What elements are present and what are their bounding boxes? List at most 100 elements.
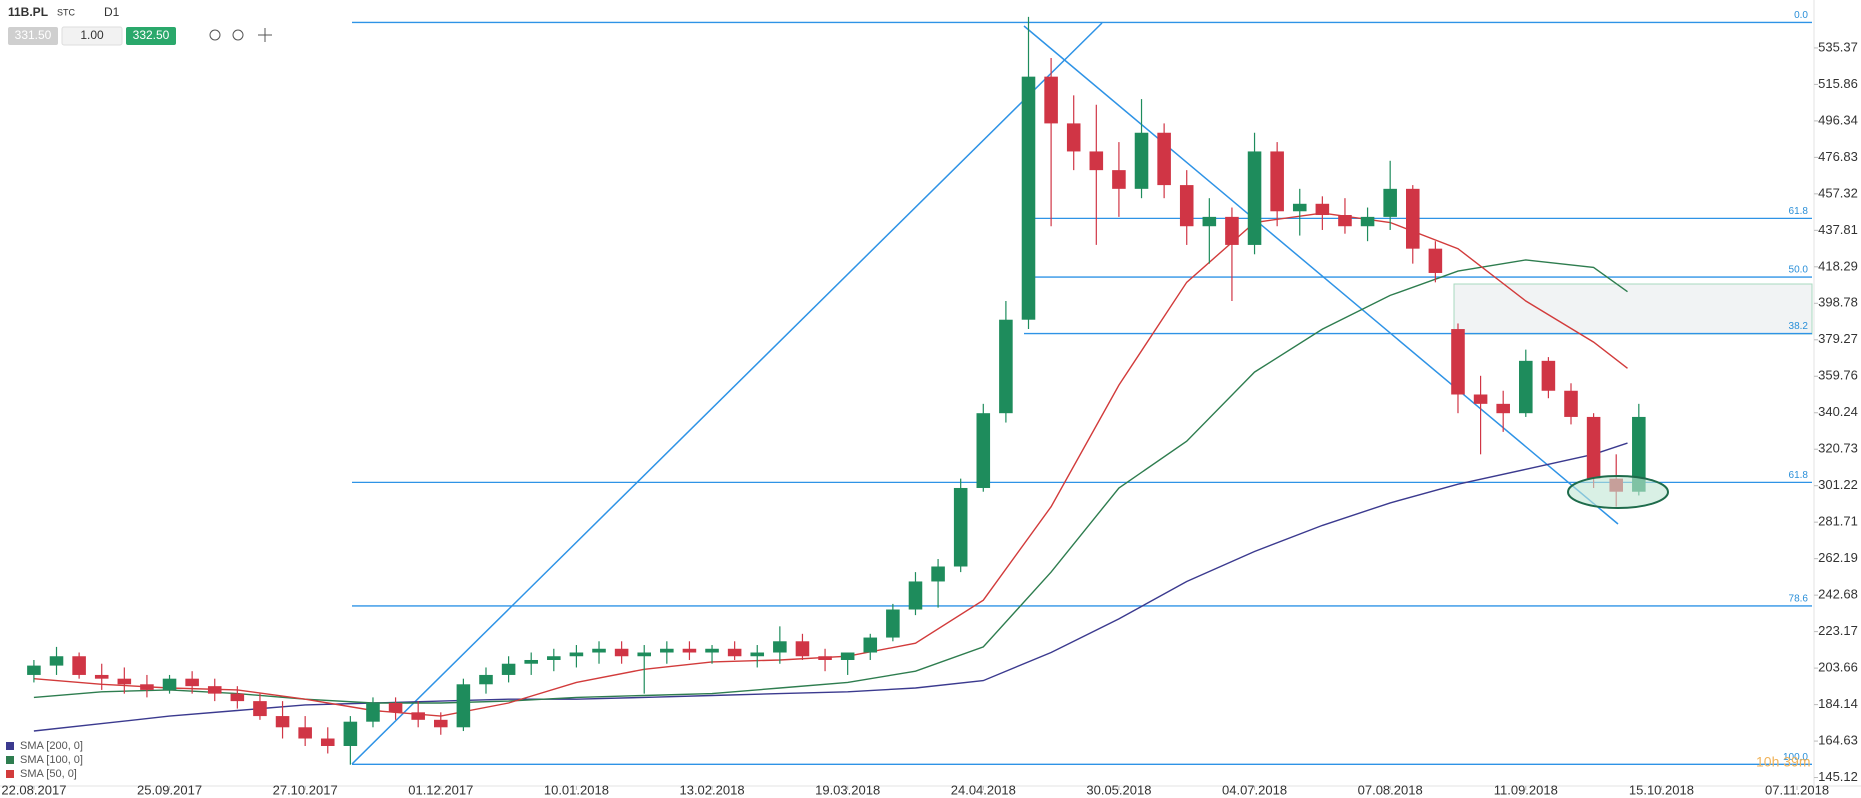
candle-body: [1428, 248, 1443, 273]
candle-body: [1586, 416, 1601, 479]
candle-body: [1112, 170, 1126, 189]
plot: 0.0 61.8 50.0 38.2 61.8 78.6 100.0: [27, 10, 1812, 765]
x-tick-label: 30.05.2018: [1086, 782, 1151, 797]
bid-box[interactable]: [8, 27, 58, 45]
candle-body: [479, 674, 493, 685]
candle-body: [524, 659, 538, 664]
candle-body: [230, 693, 245, 702]
candle-body: [953, 487, 968, 567]
ask-box[interactable]: [126, 27, 176, 45]
market: STC: [57, 7, 76, 17]
legend-swatch: [6, 742, 14, 750]
candle-body: [1247, 151, 1262, 245]
candle-body: [1564, 390, 1578, 417]
y-tick-label: 476.83: [1818, 149, 1858, 164]
candle-body: [660, 648, 674, 653]
legend-swatch: [6, 770, 14, 778]
x-tick-label: 15.10.2018: [1629, 782, 1694, 797]
candle-body: [840, 652, 855, 660]
fib-label: 78.6: [1789, 594, 1809, 605]
candle-body: [1179, 185, 1194, 227]
candle-body: [343, 721, 358, 746]
zoom-in-icon[interactable]: [232, 29, 244, 41]
volume[interactable]: 1.00: [80, 28, 104, 42]
x-tick-label: 10.01.2018: [544, 782, 609, 797]
candle-body: [1202, 216, 1217, 227]
fib-label: 50.0: [1789, 265, 1809, 276]
interval[interactable]: D1: [104, 5, 120, 19]
y-tick-label: 262.19: [1818, 550, 1858, 565]
y-tick-label: 164.63: [1818, 733, 1858, 748]
candle-body: [185, 678, 199, 687]
sma-line: [33, 442, 1628, 732]
candle-body: [705, 648, 719, 653]
candle-body: [1451, 329, 1465, 395]
x-tick-label: 07.08.2018: [1358, 782, 1423, 797]
trend-line: [1023, 25, 1619, 525]
x-tick-label: 07.11.2018: [1765, 782, 1829, 797]
candle-body: [569, 652, 584, 657]
candle-body: [1360, 216, 1375, 227]
highlight-ellipse: [1567, 475, 1669, 509]
candle-body: [1292, 203, 1307, 212]
candle-body: [637, 652, 652, 657]
fib-label: 38.2: [1789, 321, 1809, 332]
y-tick-label: 320.73: [1818, 441, 1858, 456]
fib-label: 100.0: [1783, 752, 1808, 763]
candle-body: [976, 413, 991, 488]
candle-body: [773, 641, 787, 653]
y-tick-label: 340.24: [1818, 404, 1858, 419]
x-tick-label: 01.12.2017: [408, 782, 473, 797]
candle-body: [1134, 132, 1149, 189]
candle-body: [682, 648, 697, 653]
candle-body: [999, 319, 1013, 414]
legend-entry: SMA [100, 0]: [20, 754, 83, 766]
x-tick-label: 24.04.2018: [951, 782, 1016, 797]
candle-body: [1066, 123, 1081, 152]
bid[interactable]: 331.50: [15, 28, 52, 42]
candle-body: [320, 738, 335, 746]
x-tick-label: 27.10.2017: [273, 782, 338, 797]
candle-body: [750, 652, 765, 657]
candle-body: [614, 648, 629, 657]
trend-line: [351, 22, 1103, 765]
candle-body: [94, 674, 109, 679]
y-tick-label: 223.17: [1818, 623, 1858, 638]
y-tick-label: 535.37: [1818, 39, 1858, 54]
candle-body: [1270, 151, 1284, 212]
candle-body: [1519, 360, 1533, 414]
candle-body: [1541, 360, 1556, 391]
toolbar: 11B.PL STC D1 331.50 1.00 332.50: [8, 5, 272, 46]
candle-body: [275, 716, 290, 728]
x-tick-label: 19.03.2018: [815, 782, 880, 797]
crosshair-icon[interactable]: [258, 28, 272, 42]
candle-body: [366, 702, 380, 722]
candle-body: [72, 656, 86, 675]
y-tick-label: 515.86: [1818, 76, 1858, 91]
y-tick-label: 359.76: [1818, 368, 1858, 383]
y-tick-label: 145.12: [1818, 769, 1858, 784]
y-tick-label: 301.22: [1818, 477, 1858, 492]
zoom-out-icon[interactable]: [209, 29, 221, 41]
candle-body: [501, 663, 516, 675]
candle-body: [27, 665, 41, 675]
candle-body: [1473, 394, 1488, 404]
candle-body: [1021, 76, 1036, 320]
candle-body: [117, 678, 132, 685]
candle-body: [547, 656, 561, 660]
volume-box[interactable]: [61, 26, 123, 46]
candle-body: [411, 712, 425, 720]
candle-body: [1089, 151, 1104, 171]
candle-body: [1383, 188, 1397, 217]
legend-entry: SMA [50, 0]: [20, 768, 77, 780]
candle-body: [795, 641, 810, 657]
candle-body: [1496, 403, 1510, 414]
y-tick-label: 379.27: [1818, 331, 1858, 346]
y-tick-label: 203.66: [1818, 660, 1858, 675]
candle-body: [1632, 416, 1646, 492]
candle-body: [1338, 215, 1352, 227]
x-tick-label: 11.09.2018: [1494, 782, 1558, 797]
ask[interactable]: 332.50: [133, 28, 170, 42]
